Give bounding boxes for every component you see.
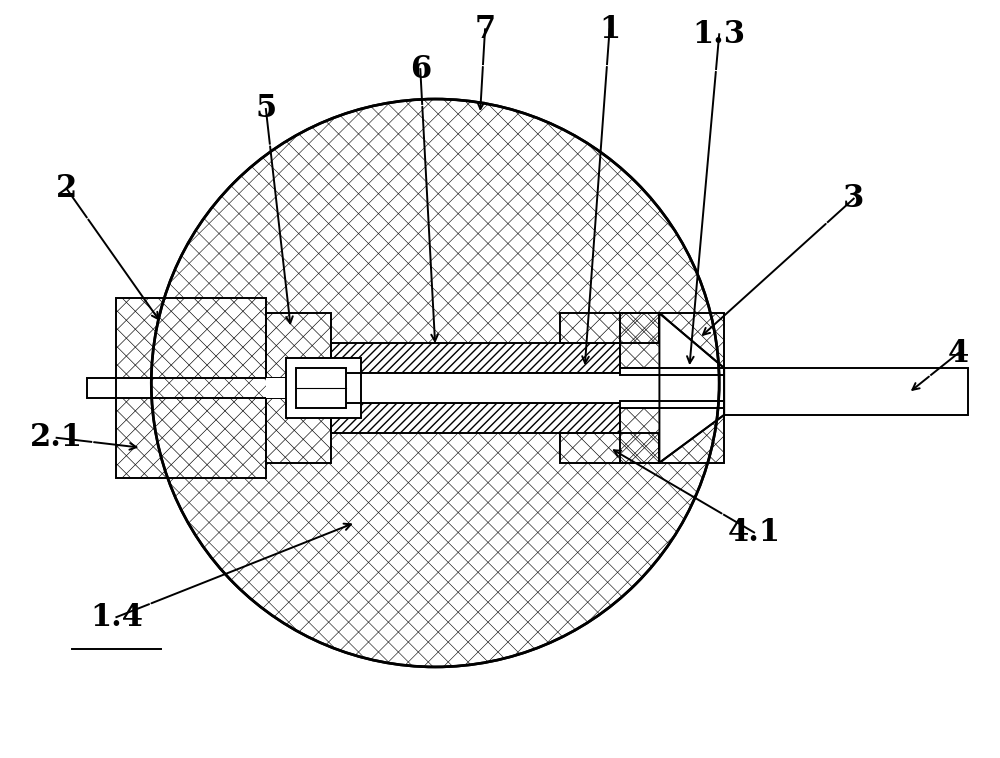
Text: 1.3: 1.3 (693, 19, 746, 50)
Text: 4: 4 (948, 337, 969, 368)
Text: 6: 6 (410, 54, 431, 85)
Bar (620, 408, 724, 462)
Bar (560, 433, 659, 462)
Bar (724, 368, 968, 415)
Text: 1: 1 (599, 14, 620, 45)
Bar (296, 368, 346, 408)
Circle shape (151, 99, 719, 667)
Text: 1.4: 1.4 (90, 602, 143, 633)
Bar (620, 368, 724, 408)
Bar (331, 343, 620, 373)
Bar (116, 299, 266, 378)
Polygon shape (659, 313, 724, 462)
Bar (331, 373, 620, 403)
Text: 2.1: 2.1 (30, 422, 83, 453)
Bar (266, 398, 331, 462)
Bar (620, 313, 724, 368)
Bar (116, 398, 266, 478)
Bar (116, 398, 266, 478)
Bar (331, 403, 620, 433)
Text: 4.1: 4.1 (728, 517, 781, 548)
Bar (266, 313, 331, 378)
Text: 5: 5 (255, 93, 276, 124)
Text: 3: 3 (843, 183, 864, 215)
Bar (331, 403, 620, 433)
Bar (331, 343, 620, 373)
Text: 2: 2 (56, 173, 77, 204)
Bar (116, 299, 266, 378)
Bar (266, 313, 331, 378)
Bar (560, 313, 659, 343)
Bar (560, 313, 659, 343)
Bar (331, 403, 620, 433)
Text: 7: 7 (474, 14, 496, 45)
Bar (87, 378, 116, 398)
Bar (266, 398, 331, 462)
Bar (620, 401, 724, 408)
Bar (266, 378, 331, 398)
Bar (331, 343, 620, 373)
Bar (620, 368, 724, 375)
Bar (286, 358, 361, 418)
Bar (620, 313, 724, 368)
Bar (560, 433, 659, 462)
Bar (620, 408, 724, 462)
